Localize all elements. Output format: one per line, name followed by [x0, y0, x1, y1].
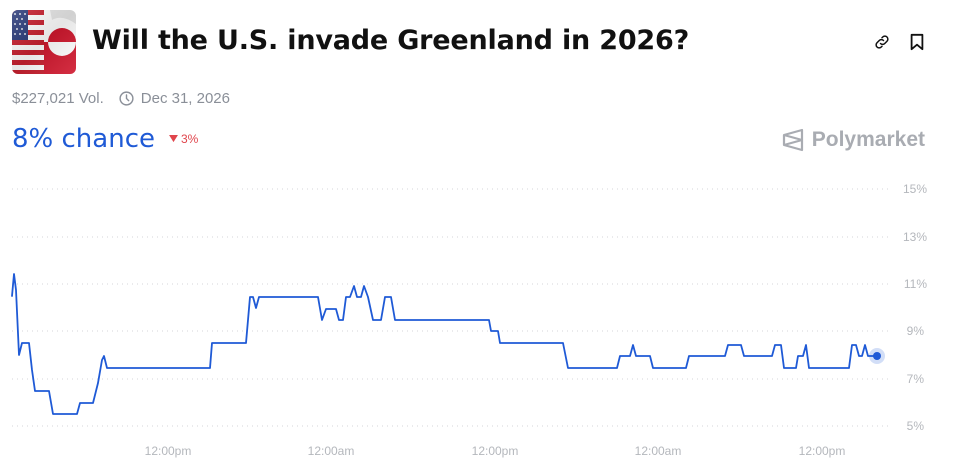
- clock-icon: [119, 91, 134, 106]
- us-greenland-flags-icon: [12, 10, 76, 74]
- y-tick: 7%: [907, 372, 925, 386]
- grid-lines: [12, 188, 890, 427]
- down-triangle-icon: [169, 135, 178, 143]
- y-tick: 9%: [907, 324, 925, 338]
- price-chart[interactable]: 15% 13% 11% 9% 7% 5% 12:00pm 12:00am 12:…: [0, 170, 957, 465]
- y-tick: 5%: [907, 419, 925, 433]
- current-point: [873, 352, 881, 360]
- bookmark-icon: [910, 33, 924, 51]
- polymarket-logo-icon: [782, 128, 803, 152]
- end-date: Dec 31, 2026: [118, 90, 230, 107]
- x-tick: 12:00pm: [472, 444, 519, 458]
- change-badge: 3%: [169, 132, 198, 146]
- price-line: [11, 273, 878, 415]
- chance-summary: 8% chance 3%: [12, 124, 198, 154]
- x-axis: 12:00pm 12:00am 12:00pm 12:00am 12:00pm: [145, 444, 846, 458]
- market-thumbnail: [12, 10, 76, 74]
- change-value: 3%: [181, 132, 199, 146]
- x-tick: 12:00am: [635, 444, 682, 458]
- polymarket-logo: Polymarket: [782, 128, 925, 152]
- x-tick: 12:00pm: [799, 444, 846, 458]
- chance-value: 8% chance: [12, 124, 155, 154]
- x-tick: 12:00am: [308, 444, 355, 458]
- market-meta: $227,021 Vol. Dec 31, 2026: [12, 90, 230, 107]
- market-title: Will the U.S. invade Greenland in 2026?: [92, 25, 690, 56]
- y-axis: 15% 13% 11% 9% 7% 5%: [903, 182, 927, 433]
- link-icon: [875, 35, 889, 49]
- end-date-text: Dec 31, 2026: [140, 90, 230, 107]
- volume-text: $227,021 Vol.: [12, 90, 104, 107]
- y-tick: 13%: [903, 230, 927, 244]
- copy-link-button[interactable]: [870, 30, 894, 54]
- bookmark-button[interactable]: [905, 30, 929, 54]
- y-tick: 15%: [903, 182, 927, 196]
- x-tick: 12:00pm: [145, 444, 192, 458]
- brand-name: Polymarket: [811, 128, 925, 151]
- y-tick: 11%: [904, 277, 927, 291]
